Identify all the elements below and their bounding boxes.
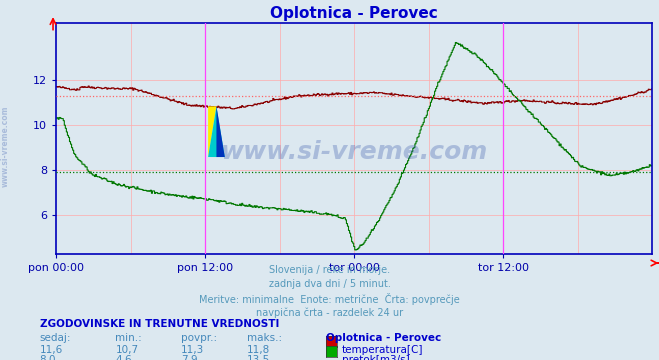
Polygon shape [208, 106, 225, 157]
Title: Oplotnica - Perovec: Oplotnica - Perovec [270, 6, 438, 21]
Text: 4,6: 4,6 [115, 355, 132, 360]
Text: zadnja dva dni / 5 minut.: zadnja dva dni / 5 minut. [269, 279, 390, 289]
Text: sedaj:: sedaj: [40, 333, 71, 343]
Text: 8,0: 8,0 [40, 355, 56, 360]
Text: maks.:: maks.: [247, 333, 282, 343]
Text: Slovenija / reke in morje.: Slovenija / reke in morje. [269, 265, 390, 275]
Text: temperatura[C]: temperatura[C] [342, 345, 424, 355]
Text: ZGODOVINSKE IN TRENUTNE VREDNOSTI: ZGODOVINSKE IN TRENUTNE VREDNOSTI [40, 319, 279, 329]
Text: 13,5: 13,5 [247, 355, 270, 360]
Text: 11,6: 11,6 [40, 345, 63, 355]
Text: 7,9: 7,9 [181, 355, 198, 360]
Text: 11,3: 11,3 [181, 345, 204, 355]
Text: navpična črta - razdelek 24 ur: navpična črta - razdelek 24 ur [256, 308, 403, 318]
Text: 10,7: 10,7 [115, 345, 138, 355]
Text: 11,8: 11,8 [247, 345, 270, 355]
Text: Meritve: minimalne  Enote: metrične  Črta: povprečje: Meritve: minimalne Enote: metrične Črta:… [199, 293, 460, 305]
Polygon shape [208, 106, 216, 157]
Text: Oplotnica - Perovec: Oplotnica - Perovec [326, 333, 442, 343]
Text: min.:: min.: [115, 333, 142, 343]
Text: povpr.:: povpr.: [181, 333, 217, 343]
Text: www.si-vreme.com: www.si-vreme.com [1, 105, 10, 186]
Text: pretok[m3/s]: pretok[m3/s] [342, 355, 410, 360]
Text: www.si-vreme.com: www.si-vreme.com [221, 140, 488, 165]
Polygon shape [216, 106, 225, 157]
